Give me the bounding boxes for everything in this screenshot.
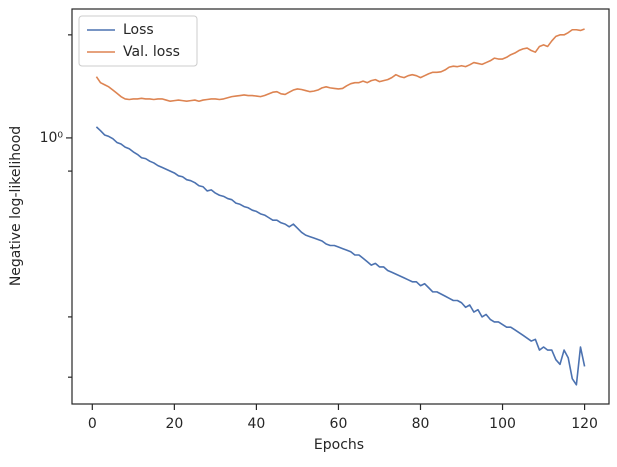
x-tick-label: 0 [88, 416, 97, 432]
x-tick-label: 60 [330, 416, 348, 432]
x-tick-label: 40 [247, 416, 265, 432]
data-line [95, 126, 586, 386]
legend-box [78, 15, 198, 67]
x-tick-label: 80 [412, 416, 430, 432]
legend-label: Loss [123, 22, 154, 38]
plot-frame [71, 8, 610, 405]
x-tick-label: 120 [571, 416, 598, 432]
y-tick-label: 10⁰ [40, 130, 64, 146]
legend: Loss Val. loss [78, 15, 198, 67]
y-axis-label: Negative log-likelihood [8, 126, 24, 286]
legend-label: Val. loss [123, 44, 180, 60]
x-tick-label: 20 [165, 416, 183, 432]
x-tick-label: 100 [489, 416, 516, 432]
data-line [95, 28, 585, 103]
x-axis-label: Epochs [314, 437, 364, 453]
